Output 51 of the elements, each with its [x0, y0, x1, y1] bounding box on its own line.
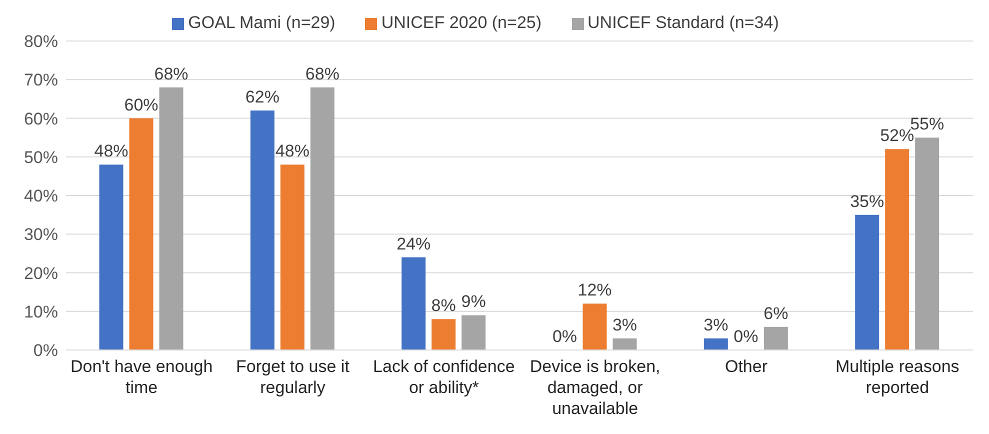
x-tick-label: Device is broken, damaged, or unavailable [530, 357, 660, 418]
y-tick-label: 30% [24, 225, 58, 244]
data-label: 48% [94, 142, 128, 161]
data-label: 62% [245, 88, 280, 107]
bar [855, 214, 880, 350]
y-tick-label: 40% [24, 186, 58, 206]
x-tick-label: Lack of confidence or ability* [373, 357, 515, 397]
bar [310, 87, 334, 350]
data-label: 0% [552, 326, 578, 346]
data-label: 8% [431, 296, 456, 316]
bar [250, 110, 274, 350]
bar [129, 118, 154, 350]
data-label: 0% [734, 326, 758, 346]
bar [885, 149, 910, 350]
bar [582, 304, 607, 350]
x-tick-label: Don't have enough time [70, 357, 213, 397]
y-tick-label: 0% [33, 341, 58, 360]
data-label: 9% [461, 292, 486, 312]
y-tick-label: 20% [24, 264, 58, 283]
y-tick-label: 60% [24, 109, 58, 128]
x-tick-label: Multiple reasons reported [836, 357, 960, 397]
data-label: 3% [704, 315, 728, 334]
bar [402, 257, 426, 350]
bar [432, 319, 456, 350]
x-tick-label: Forget to use it regularly [236, 357, 350, 397]
bar [462, 315, 486, 350]
data-label: 35% [850, 192, 884, 211]
y-tick-label: 50% [24, 148, 58, 167]
data-label: 68% [305, 64, 340, 84]
bar [915, 138, 940, 350]
y-tick-label: 10% [24, 302, 58, 322]
y-tick-label: 80% [24, 32, 58, 52]
x-tick-label: Other [724, 357, 768, 376]
legend-label: GOAL Mami (n=29) [188, 13, 336, 32]
data-label: 12% [578, 280, 612, 300]
y-tick-label: 70% [24, 70, 58, 90]
data-label: 48% [275, 142, 310, 161]
bar [612, 338, 637, 350]
bar [99, 164, 124, 350]
legend-label: UNICEF Standard (n=34) [588, 13, 779, 32]
bar [159, 87, 184, 350]
bar [704, 338, 728, 350]
bar [280, 164, 304, 350]
data-label: 55% [910, 114, 944, 134]
data-label: 24% [396, 234, 431, 254]
legend-label: UNICEF 2020 (n=25) [381, 13, 542, 32]
data-label: 60% [124, 95, 158, 114]
bar [764, 326, 788, 350]
data-label: 3% [612, 315, 638, 334]
data-label: 6% [764, 304, 788, 323]
data-label: 68% [154, 64, 188, 84]
